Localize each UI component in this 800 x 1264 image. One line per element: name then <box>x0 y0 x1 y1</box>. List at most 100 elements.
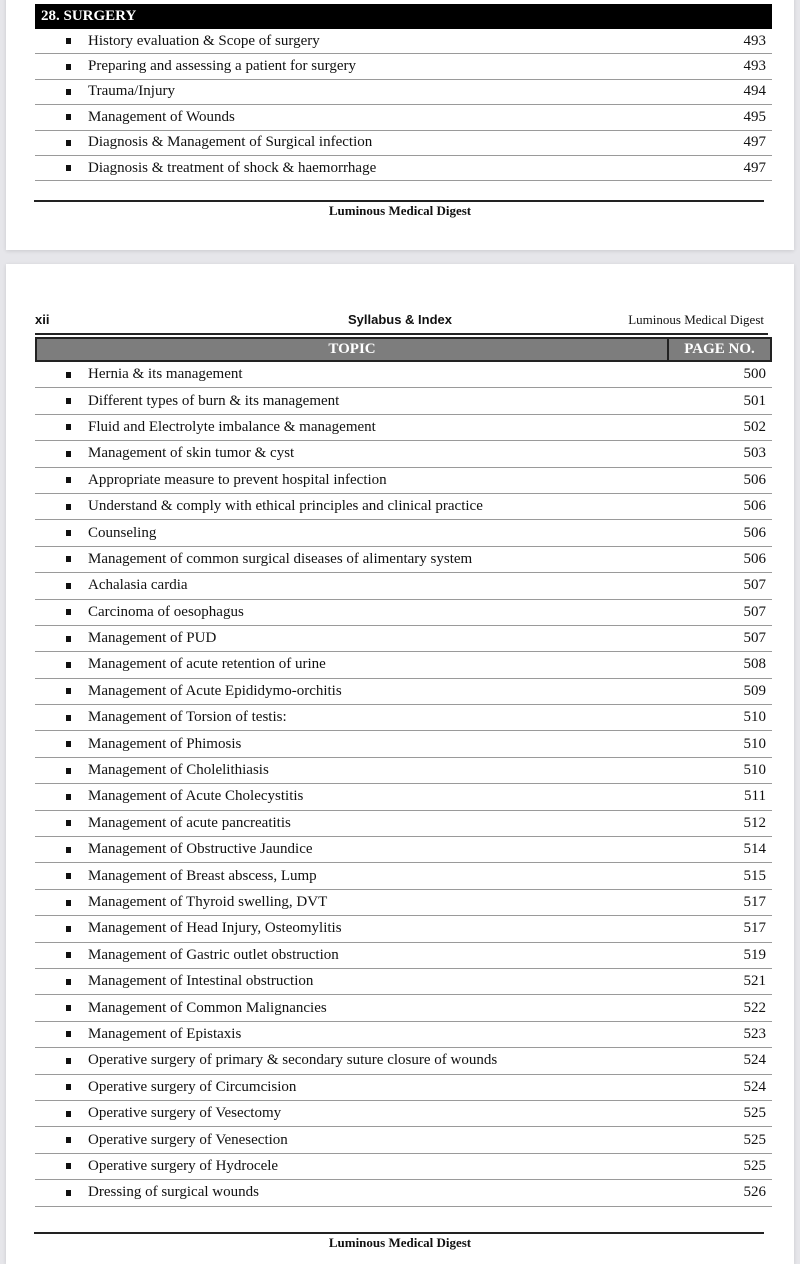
bullet-icon <box>66 1137 71 1144</box>
page-number-cell: 522 <box>743 999 767 1016</box>
table-row: History evaluation & Scope of surgery 493 <box>35 29 772 55</box>
page-number-cell: 509 <box>743 682 767 699</box>
page-number-cell: 510 <box>743 762 767 779</box>
topic-label: Management of Torsion of testis: <box>88 709 287 726</box>
topic-label: Management of Phimosis <box>88 735 242 752</box>
topic-label: Management of Common Malignancies <box>88 999 327 1016</box>
bullet-icon <box>66 793 71 800</box>
table-row: Management of common surgical diseases o… <box>35 547 772 574</box>
table-row: Diagnosis & Management of Surgical infec… <box>35 131 772 156</box>
table-row: Understand & comply with ethical princip… <box>35 494 772 521</box>
topic-label: Management of Gastric outlet obstruction <box>88 946 339 963</box>
section-title: 28. SURGERY <box>35 4 772 29</box>
page-number-cell: 500 <box>743 366 767 383</box>
table-row: Management of Epistaxis 523 <box>35 1022 772 1049</box>
bullet-icon <box>66 846 71 853</box>
page-number-cell: 507 <box>743 577 767 594</box>
page-number-cell: 508 <box>743 656 767 673</box>
table-row: Dressing of surgical wounds 526 <box>35 1180 772 1207</box>
topic-label: Management of Head Injury, Osteomylitis <box>88 920 342 937</box>
bullet-icon <box>66 371 71 378</box>
page-number-cell: 511 <box>744 788 766 805</box>
bullet-icon <box>66 398 71 405</box>
page-number-cell: 493 <box>743 32 767 49</box>
bullet-icon <box>66 1005 71 1012</box>
bullet-icon <box>66 1110 71 1117</box>
table-row: Management of Thyroid swelling, DVT 517 <box>35 890 772 917</box>
bullet-icon <box>66 1084 71 1091</box>
table-row: Management of PUD 507 <box>35 626 772 653</box>
topic-label: Preparing and assessing a patient for su… <box>88 58 356 75</box>
page-number-cell: 503 <box>743 445 767 462</box>
topic-label: Operative surgery of Venesection <box>88 1131 288 1148</box>
table-row: Carcinoma of oesophagus 507 <box>35 600 772 626</box>
bullet-icon <box>66 741 71 748</box>
table-row: Operative surgery of Hydrocele 525 <box>35 1154 772 1181</box>
page-surgery-section: 28. SURGERY History evaluation & Scope o… <box>6 0 794 250</box>
table-row: Management of Phimosis 510 <box>35 731 772 758</box>
table-row: Appropriate measure to prevent hospital … <box>35 468 772 494</box>
topic-label: Hernia & its management <box>88 366 243 383</box>
topic-label: Understand & comply with ethical princip… <box>88 498 483 515</box>
bullet-icon <box>66 609 71 616</box>
bullet-icon <box>66 503 71 510</box>
page-number-cell: 517 <box>743 894 767 910</box>
table-row: Operative surgery of Venesection 525 <box>35 1127 772 1154</box>
bullet-icon <box>66 714 71 721</box>
topic-label: Carcinoma of oesophagus <box>88 603 244 620</box>
table-row: Management of Torsion of testis: 510 <box>35 705 772 732</box>
topic-label: Appropriate measure to prevent hospital … <box>88 471 387 488</box>
topic-label: Management of Acute Cholecystitis <box>88 788 304 805</box>
topic-label: Management of Acute Epididymo-orchitis <box>88 682 342 699</box>
topic-label: Management of PUD <box>88 630 217 647</box>
page-number-cell: 501 <box>743 392 767 409</box>
topic-label: Trauma/Injury <box>88 83 175 100</box>
page-number-cell: 507 <box>743 630 767 647</box>
bullet-icon <box>66 820 71 827</box>
bullet-icon <box>66 450 71 457</box>
page-number-cell: 517 <box>743 920 767 937</box>
topic-label: Management of Obstructive Jaundice <box>88 841 313 858</box>
topic-list: Hernia & its management 500 Different type… <box>35 362 772 1207</box>
table-row: Operative surgery of Vesectomy 525 <box>35 1101 772 1128</box>
table-row: Diagnosis & treatment of shock & haemorr… <box>35 156 772 182</box>
bullet-icon <box>66 88 71 95</box>
topic-label: History evaluation & Scope of surgery <box>88 32 320 49</box>
table-row: Preparing and assessing a patient for su… <box>35 54 772 80</box>
table-header: TOPIC PAGE NO. <box>35 337 772 362</box>
page-number-cell: 506 <box>743 498 767 515</box>
bullet-icon <box>66 873 71 880</box>
page-number-cell: 502 <box>743 418 767 435</box>
page-number-cell: 521 <box>743 973 767 990</box>
bullet-icon <box>66 38 71 45</box>
bullet-icon <box>66 925 71 932</box>
bullet-icon <box>66 661 71 668</box>
bullet-icon <box>66 635 71 642</box>
table-row: Management of Cholelithiasis 510 <box>35 758 772 785</box>
topic-label: Management of Epistaxis <box>88 1025 242 1042</box>
page-number-cell: 524 <box>743 1052 767 1069</box>
table-row: Management of acute pancreatitis 512 <box>35 811 772 838</box>
topic-label: Management of skin tumor & cyst <box>88 445 295 462</box>
table-row: Management of Breast abscess, Lump 515 <box>35 863 772 890</box>
topic-label: Management of Wounds <box>88 108 235 125</box>
page-number-cell: 495 <box>743 108 767 125</box>
bullet-icon <box>66 767 71 774</box>
page-number-cell: 497 <box>743 134 767 151</box>
bullet-icon <box>66 139 71 146</box>
page-number-cell: 506 <box>743 471 767 488</box>
bullet-icon <box>66 978 71 985</box>
page-number-cell: 519 <box>743 946 767 963</box>
topic-label: Management of Cholelithiasis <box>88 762 269 779</box>
topic-label: Operative surgery of Hydrocele <box>88 1157 279 1174</box>
bullet-icon <box>66 952 71 959</box>
footer-rule <box>34 200 764 202</box>
bullet-icon <box>66 165 71 172</box>
topic-label: Dressing of surgical wounds <box>88 1184 259 1201</box>
table-row: Counseling 506 <box>35 520 772 547</box>
table-row: Management of Obstructive Jaundice 514 <box>35 837 772 864</box>
page-number-cell: 494 <box>743 83 767 100</box>
page-syllabus-index: xii Syllabus & Index Luminous Medical Di… <box>6 264 794 1264</box>
table-row: Management of Acute Cholecystitis 511 <box>35 784 772 811</box>
page-number-cell: 493 <box>743 58 767 75</box>
